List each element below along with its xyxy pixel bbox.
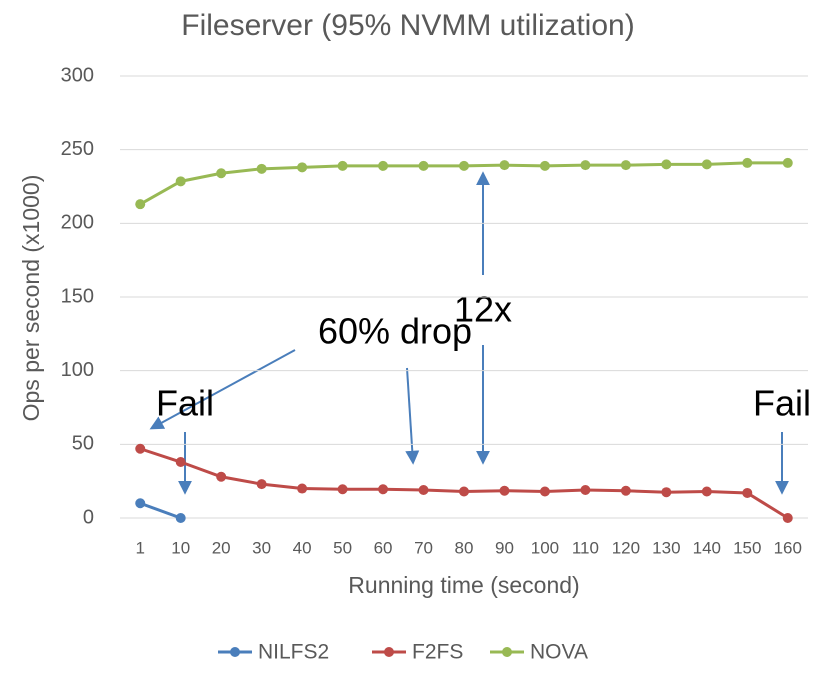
data-point <box>661 159 672 170</box>
annotation: 60% drop <box>318 311 472 352</box>
data-point <box>135 498 146 509</box>
data-point <box>297 483 308 494</box>
legend-marker <box>502 647 512 657</box>
data-point <box>539 486 550 497</box>
x-tick-label: 120 <box>612 538 640 557</box>
x-tick-label: 40 <box>293 538 312 557</box>
x-tick-label: 130 <box>652 538 680 557</box>
x-tick-label: 50 <box>333 538 352 557</box>
data-point <box>782 157 793 168</box>
data-point <box>216 168 227 179</box>
legend-label: F2FS <box>412 641 463 664</box>
y-tick-label: 250 <box>61 138 94 160</box>
data-point <box>459 486 469 497</box>
data-point <box>337 160 348 171</box>
x-tick-label: 110 <box>572 538 599 557</box>
x-tick-label: 20 <box>212 538 231 557</box>
annotation: Fail <box>156 383 214 424</box>
data-point <box>661 487 672 498</box>
x-tick-label: 140 <box>693 538 721 557</box>
data-point <box>580 485 591 496</box>
arrow <box>405 367 420 465</box>
x-tick-label: 160 <box>774 538 802 557</box>
chart-title: Fileserver (95% NVMM utilization) <box>181 9 634 42</box>
data-point <box>701 159 712 170</box>
data-point <box>418 160 429 171</box>
series-line <box>139 447 789 520</box>
data-point <box>580 160 591 171</box>
data-point <box>297 162 308 173</box>
x-tick-label: 150 <box>733 538 761 557</box>
data-point <box>499 160 510 171</box>
legend-label: NILFS2 <box>258 641 329 664</box>
data-point <box>378 160 389 171</box>
data-point <box>378 484 389 495</box>
x-tick-label: 30 <box>252 538 271 557</box>
data-point <box>175 176 186 187</box>
data-point <box>459 160 469 171</box>
x-tick-label: 10 <box>171 538 190 557</box>
y-axis-label: Ops per second (x1000) <box>18 175 44 422</box>
data-point <box>539 160 550 171</box>
data-point <box>175 457 186 468</box>
data-point <box>418 485 429 496</box>
x-tick-label: 80 <box>455 538 474 557</box>
y-tick-label: 0 <box>83 506 94 528</box>
x-axis-label: Running time (second) <box>348 572 579 598</box>
x-tick-label: 100 <box>531 538 559 557</box>
data-point <box>175 513 186 523</box>
data-point <box>701 486 712 497</box>
data-point <box>216 471 227 482</box>
series-line <box>139 501 182 520</box>
y-tick-label: 300 <box>61 64 94 86</box>
x-tick-label: 70 <box>414 538 433 557</box>
legend-marker <box>384 647 394 657</box>
data-point <box>256 163 267 174</box>
legend-label: NOVA <box>530 641 588 664</box>
y-tick-label: 200 <box>61 212 94 234</box>
x-tick-label: 60 <box>374 538 393 557</box>
annotation: 12x <box>454 289 512 330</box>
data-point <box>499 485 510 496</box>
data-point <box>135 443 146 454</box>
data-point <box>135 199 146 210</box>
data-point <box>337 484 348 495</box>
data-point <box>782 513 793 523</box>
data-point <box>742 487 753 498</box>
data-point <box>742 157 753 168</box>
x-tick-label: 1 <box>136 538 145 557</box>
y-tick-label: 100 <box>61 359 94 381</box>
arrow <box>149 349 296 430</box>
data-point <box>620 160 631 171</box>
data-point <box>620 485 631 496</box>
y-tick-label: 150 <box>61 285 94 307</box>
data-point <box>256 479 267 490</box>
legend-marker <box>230 647 240 657</box>
x-tick-label: 90 <box>495 538 514 557</box>
annotation: Fail <box>753 383 811 424</box>
y-tick-label: 50 <box>72 433 94 455</box>
